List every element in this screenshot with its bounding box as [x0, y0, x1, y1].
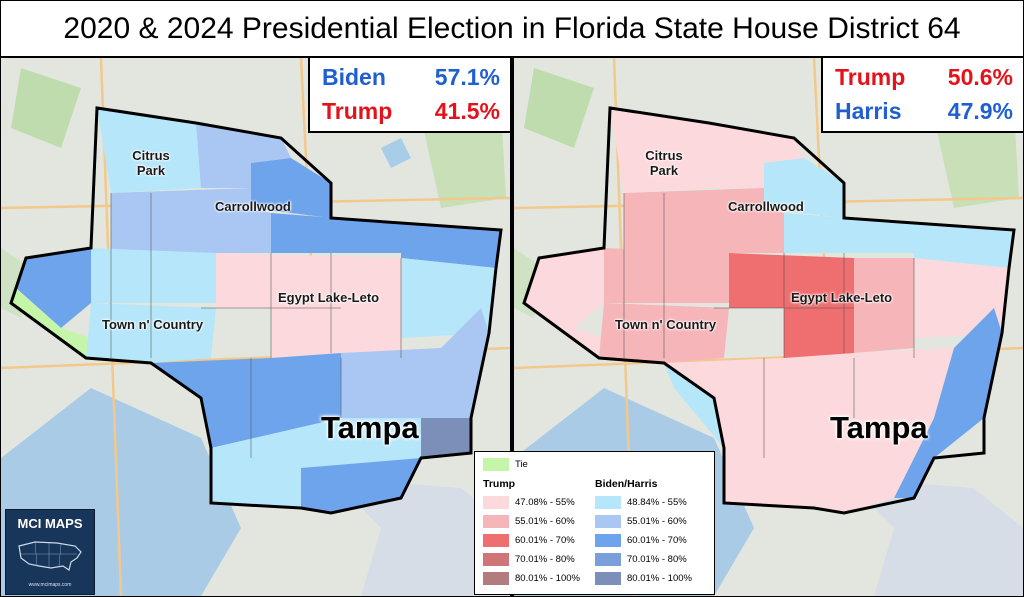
legend-biden-swatch: [595, 553, 621, 566]
legend-biden-swatch: [595, 515, 621, 528]
district-2024-pct-1: [610, 108, 714, 193]
legend-trump-swatch: [483, 534, 509, 547]
candidate-name: Harris: [835, 97, 902, 124]
legend-trump-swatch: [483, 515, 509, 528]
map-legend: Tie Trump Biden/Harris 47.08% - 55% 55.0…: [474, 451, 715, 595]
district-2020-pct-8: [216, 253, 401, 358]
legend-trump-header: Trump: [483, 478, 516, 490]
district-2024-pct-6: [914, 223, 1014, 268]
us-map-icon: [18, 541, 82, 571]
place-carrollwood: Carrollwood: [215, 199, 291, 214]
result-row-biden: Biden 57.1%: [322, 60, 500, 94]
result-box-2024: Trump 50.6% Harris 47.9%: [821, 58, 1023, 133]
panel-divider: [510, 58, 514, 596]
legend-biden-range: 70.01% - 80%: [627, 554, 687, 565]
result-row-harris: Harris 47.9%: [835, 94, 1013, 128]
map-title: 2020 & 2024 Presidential Election in Flo…: [1, 1, 1023, 58]
result-row-trump: Trump 41.5%: [322, 94, 500, 128]
legend-biden-range: 80.01% - 100%: [627, 573, 692, 584]
legend-trump-range: 70.01% - 80%: [515, 554, 575, 565]
district-2024-pct-8: [729, 253, 854, 358]
district-2024-pct-5: [784, 213, 914, 253]
district-2024-pct-2: [709, 123, 804, 188]
candidate-name: Biden: [322, 63, 386, 90]
legend-trump-swatch: [483, 572, 509, 585]
place-town-n-country: Town n' Country: [102, 317, 204, 332]
legend-tie-swatch: [483, 458, 509, 471]
candidate-pct: 47.9%: [947, 97, 1013, 124]
legend-biden-range: 60.01% - 70%: [627, 535, 687, 546]
candidate-name: Trump: [835, 63, 906, 90]
legend-biden-swatch: [595, 534, 621, 547]
candidate-name: Trump: [322, 97, 393, 124]
district-2024-pct-13: [664, 353, 854, 448]
city-tampa: Tampa: [321, 410, 419, 445]
legend-trump-range: 55.01% - 60%: [515, 516, 575, 527]
mci-maps-logo: MCI MAPS www.mcimaps.com: [5, 509, 95, 595]
panel-2020: Citrus Park Carrollwood Egypt Lake-Leto …: [1, 58, 510, 596]
district-2020-pct-1: [97, 108, 201, 193]
district-2024-pct-17: [664, 363, 724, 448]
district-2024-pct-3: [764, 158, 844, 218]
map-2020: [1, 58, 510, 596]
place-town-n-country: Town n' Country: [615, 317, 717, 332]
district-2020-boundary: [9, 106, 503, 515]
district-2024-pct-16: [724, 418, 934, 513]
legend-trump-swatch: [483, 496, 509, 509]
district-2024-pct-7: [604, 248, 729, 303]
result-box-2020: Biden 57.1% Trump 41.5%: [308, 58, 510, 133]
place-egypt-lake-leto: Egypt Lake-Leto: [791, 290, 893, 305]
district-2024-pct-11: [524, 288, 604, 358]
district-2020-pct-12: [151, 353, 341, 448]
district-2020-pct-10: [16, 248, 91, 328]
legend-trump-range: 80.01% - 100%: [515, 573, 580, 584]
district-2020-pct-4: [111, 188, 271, 253]
district-2024-pct-8b: [854, 258, 914, 353]
place-egypt-lake-leto: Egypt Lake-Leto: [278, 290, 380, 305]
logo-brand: MCI MAPS: [17, 516, 83, 531]
district-2020-pct-14: [211, 418, 421, 508]
candidate-pct: 57.1%: [434, 63, 500, 90]
place-citrus-park: Citrus Park: [132, 148, 170, 178]
district-2020-pct-6: [401, 223, 501, 268]
candidate-pct: 50.6%: [947, 63, 1013, 90]
district-2020-pct-7: [91, 248, 216, 303]
district-2020-pct-3: [251, 158, 331, 218]
logo-url: www.mcimaps.com: [28, 582, 72, 588]
district-2024-pct-4: [624, 188, 784, 253]
legend-trump-swatch: [483, 553, 509, 566]
district-2020-pct-15: [421, 418, 471, 458]
district-2024-pct-10: [529, 248, 604, 328]
legend-tie-label: Tie: [515, 459, 528, 470]
legend-biden-range: 55.01% - 60%: [627, 516, 687, 527]
district-2020-pct-2: [196, 123, 291, 188]
district-2020-pct-13: [341, 308, 489, 418]
city-tampa: Tampa: [830, 410, 928, 445]
place-carrollwood: Carrollwood: [728, 199, 804, 214]
legend-biden-swatch: [595, 496, 621, 509]
legend-biden-swatch: [595, 572, 621, 585]
legend-biden-range: 48.84% - 55%: [627, 497, 687, 508]
district-2020-pct-5: [271, 213, 401, 253]
district-2024-boundary: [522, 106, 1016, 515]
legend-biden-header: Biden/Harris: [595, 478, 658, 490]
panel-2024: Citrus Park Carrollwood Egypt Lake-Leto …: [514, 58, 1023, 596]
legend-trump-range: 60.01% - 70%: [515, 535, 575, 546]
place-citrus-park: Citrus Park: [645, 148, 683, 178]
district-2024-pct-15: [894, 308, 1002, 498]
district-2020-pct-tie: [11, 288, 91, 358]
candidate-pct: 41.5%: [434, 97, 500, 124]
legend-trump-range: 47.08% - 55%: [515, 497, 575, 508]
result-row-trump: Trump 50.6%: [835, 60, 1013, 94]
